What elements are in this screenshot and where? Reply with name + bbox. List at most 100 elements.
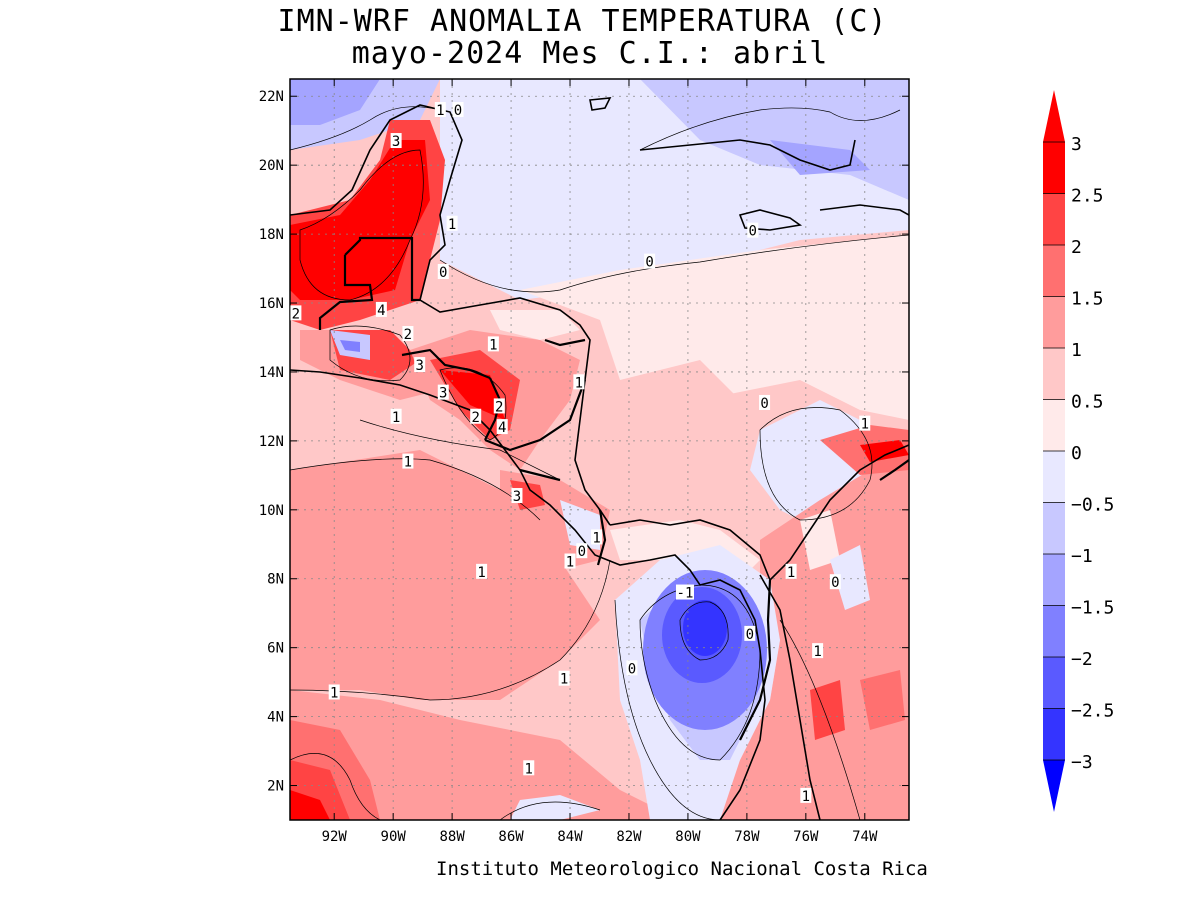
lat-tick-label: 16N [259,296,284,312]
lon-tick-label: 86W [498,829,524,845]
contour-label: 2 [470,408,482,426]
colorbar-label: 0 [1071,443,1082,464]
contour-label-bg [564,553,576,569]
contour-label-bg [375,301,387,317]
contour-label-text: 2 [404,327,412,343]
colorbar-segment [1043,605,1065,657]
contour-label-bg [812,643,824,659]
contour-label-text: 1 [566,555,574,571]
contour-label: 1 [446,215,458,233]
contour-label-bg [476,563,488,579]
contour-label-bg [437,384,449,400]
contour-label: 1 [523,760,535,777]
colorbar-segment [1043,502,1065,554]
contour-label: 0 [644,253,656,271]
contour-label-text: 0 [831,575,839,591]
contour-label: 1 [487,336,499,353]
lat-tick-label: 22N [259,89,284,105]
colorbar-label: 2 [1071,237,1082,258]
contour-label-text: 0 [578,544,586,560]
contour-label: 2 [493,398,505,415]
lon-tick-label: 82W [616,829,642,845]
lon-tick-label: 84W [557,829,583,845]
contour-label: 4 [375,301,387,319]
contour-label: 1 [785,563,797,581]
contour-label-text: 0 [760,396,768,412]
lat-tick-label: 2N [267,779,284,795]
colorbar-segment [1043,451,1065,503]
colorbar-label: −0.5 [1071,495,1114,516]
contour-label-text: 1 [787,565,795,581]
colorbar-segment [1043,245,1065,297]
lon-tick-label: 78W [734,829,760,845]
colorbar-segment [1043,657,1065,709]
credit-text: Instituto Meteorologico Nacional Costa R… [436,858,928,880]
contour-label-text: 4 [377,303,385,319]
contour-label-bg [859,415,871,431]
contour-label-text: 1 [560,672,568,688]
lon-tick-label: 74W [852,829,878,845]
contour-label-text: 4 [498,420,506,436]
contour-label-text: 1 [861,417,869,433]
map-frame [289,78,910,821]
contour-label-text: 1 [404,455,412,471]
contour-label-text: 2 [471,410,479,426]
contour-label-bg [496,419,508,435]
colorbar-label: 0.5 [1071,392,1104,413]
colorbar-label: −1.5 [1071,598,1114,619]
contour-label: 1 [573,374,585,391]
contour-label: 1 [558,670,570,688]
map-axes: 92W 90W 88W 86W 84W 82W 80W 78W 76W 74W2N4N6N8N10… [259,79,909,845]
colorbar-segment [1043,554,1065,606]
contour-label: 1 [564,553,576,571]
contour-label-text: 1 [592,530,600,546]
contour-label-bg [402,453,414,469]
contour-label: 0 [744,625,756,643]
colorbar: 3 2.5 2 1.5 1 0.5 0 −0.5 −1 −1.5 −2 −2.5 −3 [1043,90,1114,812]
contour-label: 1 [434,102,446,119]
contour-label: 3 [414,357,426,374]
contour-label: 0 [626,660,638,677]
contour-label-bg [290,305,302,321]
contour-label-bg [402,326,414,342]
contour-label-text: 3 [415,358,423,374]
lon-tick-label: 90W [381,829,407,845]
contour-label: -1 [675,584,694,602]
contour-label: 3 [437,384,449,402]
contour-label-text: 0 [746,627,754,643]
contour-label-bg [573,374,585,390]
contour-label-text: 1 [525,761,533,777]
contour-label-text: 1 [392,410,400,426]
colorbar-segment [1043,708,1065,760]
contour-label-text: 2 [495,399,503,415]
colorbar-label: −2.5 [1071,701,1114,722]
contour-label: 3 [511,488,523,505]
contour-label-bg [626,660,638,676]
colorbar-label: 1.5 [1071,289,1104,310]
contour-label-text: 3 [439,386,447,402]
contour-label-bg [576,543,588,559]
colorbar-label: −2 [1071,649,1093,670]
contour-label-text: 0 [628,661,636,677]
graticule [290,79,909,820]
colorbar-bottom-arrow [1043,760,1065,812]
contour-label: 1 [859,415,871,433]
contour-label: 2 [290,305,302,322]
contour-label: 1 [390,408,402,426]
lon-tick-label: 88W [439,829,465,845]
contour-label: 0 [452,102,464,119]
contour-label-bg [493,398,505,414]
lat-tick-label: 12N [259,434,284,450]
contour-label: 1 [402,453,414,471]
contour-label-text: 1 [813,644,821,660]
colorbar-segment [1043,142,1065,194]
lat-tick-label: 4N [267,710,284,726]
contour-label: 4 [496,419,508,436]
contour-label-bg [452,102,464,118]
map-title-line2: mayo-2024 Mes C.I.: abril [351,36,829,71]
contour-label-bg [591,529,603,545]
contour-label-bg [644,253,656,269]
contour-label-bg [558,670,570,686]
contour-label: 0 [759,394,771,412]
